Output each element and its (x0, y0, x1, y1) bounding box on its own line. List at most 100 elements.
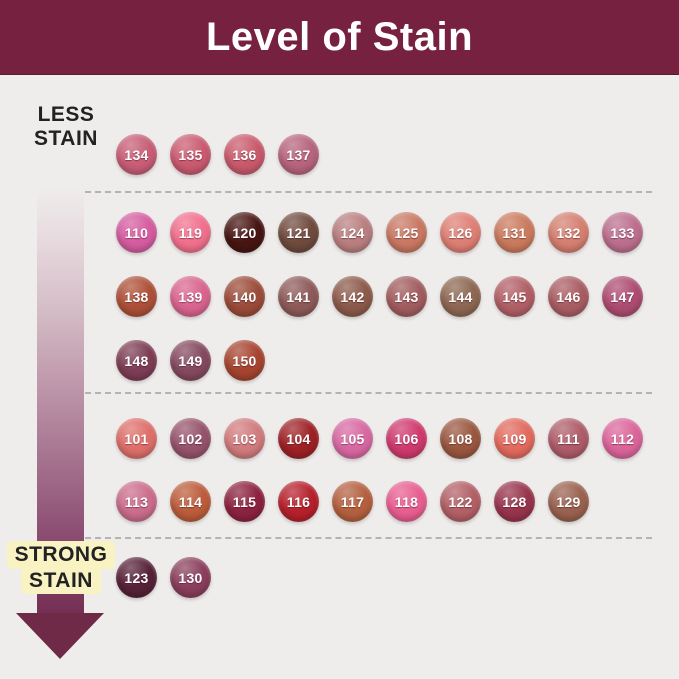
shade-swatch-105: 105 (332, 418, 373, 459)
shade-number: 134 (124, 146, 149, 163)
shade-swatch-136: 136 (224, 134, 265, 175)
shade-number: 118 (394, 493, 419, 510)
shade-swatch-150: 150 (224, 340, 265, 381)
shade-row: 148 149 150 (116, 340, 265, 381)
strong-stain-label: STRONG STAIN (4, 543, 118, 593)
shade-swatch-103: 103 (224, 418, 265, 459)
shade-number: 116 (286, 493, 311, 510)
shade-number: 104 (286, 430, 311, 447)
shade-swatch-117: 117 (332, 481, 373, 522)
shade-number: 148 (124, 352, 149, 369)
shade-swatch-129: 129 (548, 481, 589, 522)
shade-number: 114 (178, 493, 203, 510)
shade-row: 123 130 (116, 557, 211, 598)
shade-swatch-148: 148 (116, 340, 157, 381)
shade-swatch-134: 134 (116, 134, 157, 175)
shade-swatch-106: 106 (386, 418, 427, 459)
shade-row: 134 135 136 137 (116, 134, 319, 175)
shade-number: 143 (394, 288, 419, 305)
shade-number: 129 (556, 493, 581, 510)
shade-number: 119 (178, 224, 203, 241)
less-stain-line1: LESS (37, 103, 95, 126)
shade-swatch-135: 135 (170, 134, 211, 175)
shade-swatch-137: 137 (278, 134, 319, 175)
shade-swatch-140: 140 (224, 276, 265, 317)
shade-number: 122 (448, 493, 473, 510)
shade-number: 137 (286, 146, 311, 163)
shade-number: 135 (178, 146, 203, 163)
header-banner: Level of Stain (0, 0, 679, 74)
shade-swatch-102: 102 (170, 418, 211, 459)
shade-number: 109 (502, 430, 527, 447)
shade-number: 139 (178, 288, 203, 305)
shade-swatch-122: 122 (440, 481, 481, 522)
shade-number: 149 (178, 352, 203, 369)
shade-swatch-118: 118 (386, 481, 427, 522)
shade-number: 136 (232, 146, 257, 163)
shade-swatch-119: 119 (170, 212, 211, 253)
shade-swatch-123: 123 (116, 557, 157, 598)
shade-number: 131 (502, 224, 527, 241)
shade-row: 138 139 140 141 142 143 144 145 146 147 (116, 276, 643, 317)
shade-swatch-124: 124 (332, 212, 373, 253)
shade-number: 103 (232, 430, 257, 447)
strong-stain-line1: STRONG (8, 543, 114, 567)
shade-number: 126 (448, 224, 473, 241)
shade-number: 106 (394, 430, 419, 447)
shade-number: 115 (232, 493, 257, 510)
shade-number: 121 (286, 224, 311, 241)
shade-row: 110 119 120 121 124 125 126 131 132 133 (116, 212, 643, 253)
dashed-separator (85, 191, 652, 193)
shade-row: 101 102 103 104 105 106 108 109 111 112 (116, 418, 643, 459)
shade-number: 110 (124, 224, 149, 241)
shade-number: 111 (557, 430, 580, 447)
shade-number: 123 (124, 569, 149, 586)
shade-swatch-126: 126 (440, 212, 481, 253)
shade-number: 113 (124, 493, 149, 510)
shade-number: 146 (556, 288, 581, 305)
shade-swatch-128: 128 (494, 481, 535, 522)
shade-swatch-109: 109 (494, 418, 535, 459)
shade-swatch-125: 125 (386, 212, 427, 253)
shade-number: 128 (502, 493, 527, 510)
shade-swatch-138: 138 (116, 276, 157, 317)
shade-swatch-130: 130 (170, 557, 211, 598)
shade-swatch-104: 104 (278, 418, 319, 459)
shade-swatch-111: 111 (548, 418, 589, 459)
shade-swatch-143: 143 (386, 276, 427, 317)
shade-swatch-139: 139 (170, 276, 211, 317)
shade-number: 133 (610, 224, 635, 241)
page-title: Level of Stain (205, 14, 474, 59)
strong-stain-line2: STAIN (23, 568, 99, 593)
less-stain-label: LESS STAIN (18, 103, 114, 150)
shade-swatch-144: 144 (440, 276, 481, 317)
shade-row: 113 114 115 116 117 118 122 128 129 (116, 481, 589, 522)
shade-swatch-121: 121 (278, 212, 319, 253)
shade-swatch-116: 116 (278, 481, 319, 522)
shade-number: 130 (178, 569, 203, 586)
shade-number: 120 (232, 224, 257, 241)
shade-number: 144 (448, 288, 473, 305)
shade-number: 101 (124, 430, 149, 447)
dashed-separator (85, 392, 652, 394)
shade-swatch-141: 141 (278, 276, 319, 317)
shade-number: 105 (340, 430, 365, 447)
shade-number: 108 (448, 430, 473, 447)
shade-swatch-115: 115 (224, 481, 265, 522)
shade-swatch-131: 131 (494, 212, 535, 253)
shade-swatch-113: 113 (116, 481, 157, 522)
shade-swatch-145: 145 (494, 276, 535, 317)
shade-number: 140 (232, 288, 257, 305)
shade-swatch-147: 147 (602, 276, 643, 317)
shade-swatch-142: 142 (332, 276, 373, 317)
shade-swatch-120: 120 (224, 212, 265, 253)
shade-number: 142 (340, 288, 365, 305)
less-stain-line2: STAIN (34, 126, 98, 150)
shade-number: 145 (502, 288, 527, 305)
shade-number: 147 (610, 288, 635, 305)
shade-swatch-101: 101 (116, 418, 157, 459)
shade-number: 125 (394, 224, 419, 241)
shade-swatch-110: 110 (116, 212, 157, 253)
dashed-separator (85, 537, 652, 539)
